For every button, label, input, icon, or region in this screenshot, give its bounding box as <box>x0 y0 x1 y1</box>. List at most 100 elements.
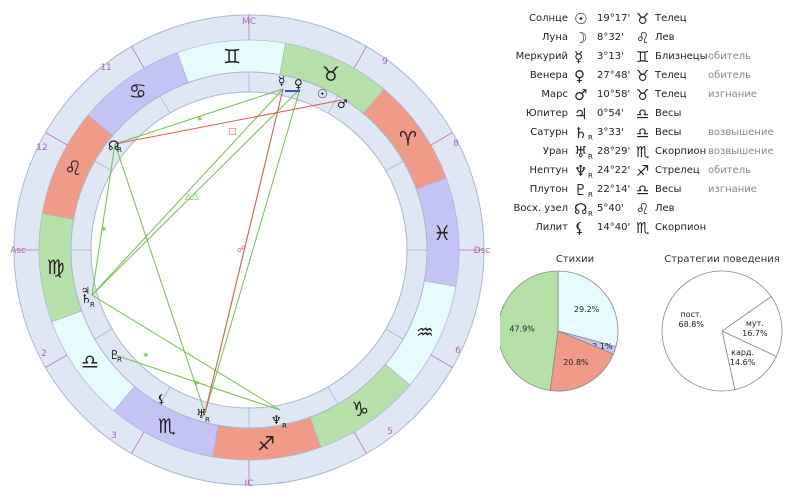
dsc-label: Dsc <box>474 246 491 256</box>
retro-mark: R <box>588 134 593 142</box>
planet-degree: 3°13' <box>597 51 624 62</box>
aspect-line <box>91 88 284 296</box>
house-number-12: 12 <box>36 143 47 153</box>
planet-degree: 24°22' <box>597 165 631 176</box>
planet-row: Марс ♂ 10°58' ♉ Телец изгнание <box>500 86 795 105</box>
aspect-line <box>91 294 281 411</box>
zodiac-sign-icon: ♉ <box>636 67 650 85</box>
planet-symbol-icon: ☉ <box>574 10 588 28</box>
planet-degree: 28°29' <box>597 146 631 157</box>
pie-slice <box>661 270 772 392</box>
planet-name: Плутон <box>529 184 568 195</box>
aspect-marker: ☍ <box>237 245 246 255</box>
house-cusp-tick <box>131 431 145 454</box>
strategies-pie: мут.16.7% кард.14.6% пост.68.8% <box>661 270 783 392</box>
zodiac-sign-name: Лев <box>655 203 675 214</box>
house-cusp-tick <box>430 132 453 146</box>
planet-row: Венера ♀ 27°48' ♉ Телец обитель <box>500 67 795 86</box>
jupiter-icon: ♃ <box>81 286 90 297</box>
zodiac-sign-icon: ♉ <box>636 10 650 28</box>
planet-name: Восх. узел <box>513 203 568 214</box>
aspect-lines <box>91 88 343 414</box>
pie-slice-label: 2.1% <box>592 342 613 351</box>
aspect-marker: ✶ <box>196 115 204 125</box>
planet-degree: 14°40' <box>597 222 631 233</box>
planet-symbol-icon: ♃ <box>574 105 588 123</box>
planet-status: изгнание <box>708 184 757 195</box>
retro-mark: R <box>117 356 122 364</box>
zodiac-sign-icon: ♏ <box>636 219 650 237</box>
house-cusp-inner <box>94 328 113 340</box>
house-number-5: 5 <box>387 427 393 437</box>
planet-symbol-icon: ♀ <box>574 67 585 85</box>
planet-row: Меркурий ☿ 3°13' ♊ Близнецы обитель <box>500 48 795 67</box>
pie-slice-label: 47.9% <box>509 325 535 334</box>
uranus-icon: ♅ <box>196 407 207 421</box>
planet-row: Уран ♅ 28°29' ♏ Скорпион возвышение R <box>500 143 795 162</box>
zodiac-sign-name: Весы <box>655 108 682 119</box>
zodiac-sign-icon: ♓ <box>433 221 451 245</box>
zodiac-sign-icon: ♒ <box>416 320 434 344</box>
planet-row: Сатурн ♄ 3°33' ♎ Весы возвышение R <box>500 124 795 143</box>
planet-status: изгнание <box>708 89 757 100</box>
pie-slice-label: 14.6% <box>730 358 756 367</box>
retro-mark: R <box>205 416 210 424</box>
house-cusps <box>14 15 484 485</box>
zodiac-sign-name: Скорпион <box>655 146 707 157</box>
planet-name: Юпитер <box>525 108 568 119</box>
aspect-line <box>114 99 343 145</box>
zodiac-sign-icon: ♈ <box>399 127 417 151</box>
house-cusp-inner <box>385 328 404 340</box>
planet-degree: 5°40' <box>597 203 624 214</box>
zodiac-sign-icon: ♑ <box>351 397 369 421</box>
pie-slice <box>721 296 783 357</box>
asc-label: Asc <box>10 246 26 256</box>
aspect-line <box>91 143 116 296</box>
aspect-markers: ✶ ✶ △△ ✶ ✶ <box>100 115 204 389</box>
aspect-line <box>204 88 284 414</box>
house-cusp-tick <box>131 46 145 69</box>
aspect-markers-hard: □ ☍ <box>228 127 246 255</box>
strategies-pie-title: Стратегии поведения <box>664 254 780 265</box>
house-number-9: 9 <box>382 57 388 67</box>
planet-name: Марс <box>541 89 568 100</box>
planet-symbol-icon: ☿ <box>574 48 584 66</box>
planet-row: Солнце ☉ 19°17' ♉ Телец <box>500 10 795 29</box>
zodiac-glyphs: ♊ ♉ ♈ ♓ ♒ ♑ ♐ ♏ ♎ ♍ ♌ ♋ <box>47 45 451 456</box>
planet-name: Луна <box>541 32 568 43</box>
zodiac-sign-name: Весы <box>655 127 682 138</box>
planet-status: обитель <box>708 165 752 176</box>
house-number-6: 6 <box>455 346 461 356</box>
zodiac-sign-icon: ♌ <box>64 156 82 180</box>
lilith-icon: ⚸ <box>157 392 166 406</box>
pie-slice-name: мут. <box>746 319 764 328</box>
planet-symbol-icon: ♅ <box>574 143 588 161</box>
pie-slice-label: 68.8% <box>679 320 705 329</box>
aspect-marker: □ <box>228 127 237 137</box>
pluto-icon: ♇ <box>109 348 120 362</box>
retro-mark: R <box>588 153 593 161</box>
planet-symbol-icon: ♄ <box>574 124 588 142</box>
planet-name: Нептун <box>529 165 569 176</box>
zodiac-sign-icon: ♎ <box>81 349 99 373</box>
pie-slice <box>549 330 614 392</box>
zodiac-sign-icon: ♎ <box>636 105 650 123</box>
pie-slice-name: кард. <box>731 348 754 357</box>
planet-status: обитель <box>708 70 752 81</box>
planet-name: Сатурн <box>530 127 568 138</box>
mars-icon: ♂ <box>337 97 348 111</box>
natal-chart-wheel: MC IC Asc Dsc 2 3 5 6 8 9 11 12 ♊ ♉ ♈ ♓ ♒ ♑ ♐ ♏ ♎ ♍ ♌ ♋ ✶ ✶ △△… <box>10 14 491 489</box>
mercury-icon: ☿ <box>278 74 285 88</box>
planet-table: Солнце ☉ 19°17' ♉ Телец Луна ☽ 8°32' ♌ Лев Меркури… <box>500 10 795 238</box>
pie-slice-label: 29.2% <box>574 305 600 314</box>
zodiac-sign-icon: ♋ <box>129 79 147 103</box>
planet-status: возвышение <box>708 146 774 157</box>
house-cusp-tick <box>45 354 68 368</box>
retro-mark: R <box>90 301 95 309</box>
zodiac-sign-icon: ♌ <box>636 200 650 218</box>
zodiac-sign-icon: ♏ <box>158 414 176 438</box>
saturn-icon: ♄ <box>81 292 92 306</box>
planet-symbol-icon: ☽ <box>574 29 588 47</box>
zodiac-sign-name: Телец <box>655 70 687 81</box>
planet-degree: 22°14' <box>597 184 631 195</box>
